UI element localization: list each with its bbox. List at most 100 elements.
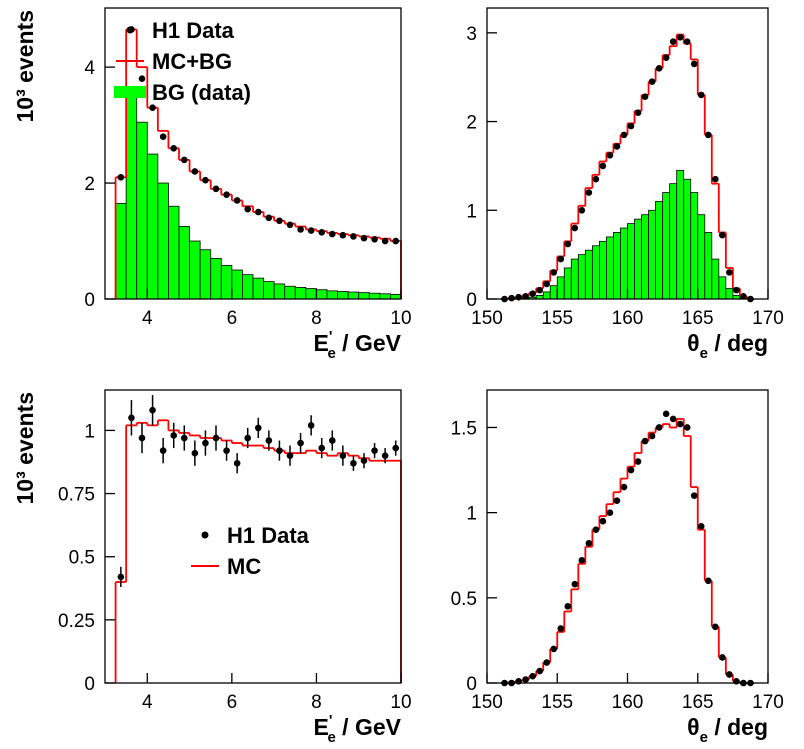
y-tick-label: 0.25 [58, 611, 95, 632]
data-point [508, 294, 515, 302]
bg-bar [634, 218, 642, 300]
data-point [360, 457, 368, 465]
bg-bar [570, 258, 579, 300]
y-tick-label: 1 [84, 421, 95, 442]
data-point [276, 447, 283, 454]
data-point [318, 229, 326, 236]
bg-bar [294, 287, 307, 300]
y-tick-label: 0.75 [58, 485, 95, 506]
data-point [529, 672, 536, 680]
data-point [740, 293, 747, 300]
x-tick-label: 10 [390, 692, 411, 713]
data-point [529, 290, 536, 297]
data-point [613, 497, 621, 505]
bg-bar [368, 292, 381, 300]
bg-bar [358, 292, 370, 300]
data-point [662, 54, 670, 61]
x-tick-label: 170 [752, 692, 784, 713]
bg-bar [189, 240, 201, 300]
data-point [191, 168, 199, 175]
data-point [149, 406, 156, 414]
legend-label: MC [227, 554, 261, 579]
data-point [592, 175, 600, 183]
bg-bar [284, 285, 296, 300]
x-tick-label: 8 [311, 692, 322, 713]
bg-bar [326, 290, 338, 300]
data-point [564, 240, 572, 248]
data-point [620, 483, 628, 491]
bg-bar [210, 258, 222, 300]
data-point [719, 231, 726, 239]
x-tick-label: 6 [227, 692, 238, 713]
y-tick-label: 2 [84, 174, 95, 195]
data-point [634, 458, 642, 465]
y-tick-label: 0 [466, 674, 477, 695]
bg-bar [157, 182, 169, 300]
data-point [191, 449, 199, 457]
x-tick-label: 170 [752, 308, 784, 329]
data-point [726, 671, 733, 678]
legend-marker [126, 26, 134, 34]
x-title-unit: / GeV [336, 714, 402, 740]
data-point [328, 437, 336, 444]
data-point [634, 109, 642, 116]
data-point [648, 432, 656, 440]
data-point [180, 434, 188, 442]
x-tick-label: 8 [311, 308, 322, 329]
data-point [655, 424, 663, 431]
bg-bar [379, 293, 391, 300]
data-point [564, 603, 572, 610]
y-tick-label: 2 [466, 113, 477, 134]
data-point [683, 38, 691, 46]
bg-bar [273, 283, 286, 300]
data-point [212, 185, 220, 193]
bg-bar [178, 226, 190, 300]
data-point [244, 205, 252, 213]
y-tick-label: 0.5 [451, 589, 477, 610]
bg-bar [252, 277, 264, 300]
bg-bar [347, 291, 360, 300]
data-point [578, 557, 586, 564]
y-tick-label: 1 [466, 201, 477, 222]
data-point [641, 437, 649, 445]
data-point [328, 230, 336, 238]
data-point [599, 162, 607, 170]
bg-bar [556, 276, 565, 300]
data-point [550, 269, 558, 276]
data-point [648, 78, 656, 85]
bg-bar [704, 232, 713, 300]
data-point [392, 444, 400, 452]
data-point [606, 509, 614, 516]
data-point [202, 439, 209, 447]
plot-frame [486, 389, 769, 684]
x-tick-label: 150 [471, 308, 503, 329]
legend-marker [114, 86, 146, 98]
bg-bar [718, 276, 727, 300]
bg-bar [146, 153, 159, 300]
data-point [117, 573, 125, 581]
x-title-sub: e [700, 345, 708, 362]
bg-bar [390, 293, 402, 300]
data-point [276, 217, 283, 225]
bg-bar [316, 289, 328, 300]
data-point [627, 466, 635, 474]
y-tick-label: 3 [466, 24, 477, 45]
x-title-symbol: E [314, 714, 329, 740]
x-title-unit: / deg [708, 714, 768, 740]
x-tick-label: 155 [541, 308, 573, 329]
bg-bar [125, 89, 138, 300]
bg-bar [683, 178, 692, 300]
y-axis-title: 10³ events [12, 392, 38, 505]
bg-bar [662, 192, 671, 300]
data-point [606, 151, 614, 159]
data-point [360, 234, 368, 242]
y-tick-label: 0 [84, 290, 95, 311]
x-tick-label: 10 [390, 308, 411, 329]
data-point [307, 422, 315, 429]
bg-bar [199, 249, 212, 300]
data-point [543, 659, 551, 666]
data-point [592, 526, 600, 533]
data-point [697, 522, 705, 530]
y-axis-title: 10³ events [12, 10, 38, 123]
